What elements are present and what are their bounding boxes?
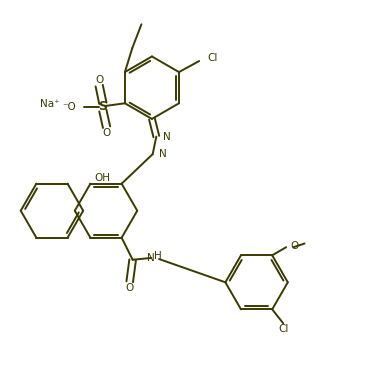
Text: O: O bbox=[125, 283, 134, 293]
Text: OH: OH bbox=[95, 173, 111, 183]
Text: N: N bbox=[163, 131, 171, 142]
Text: Cl: Cl bbox=[207, 53, 218, 63]
Text: O: O bbox=[290, 241, 299, 251]
Text: N: N bbox=[159, 149, 167, 159]
Text: Na⁺: Na⁺ bbox=[40, 99, 60, 109]
Text: N: N bbox=[147, 253, 155, 263]
Text: H: H bbox=[154, 251, 162, 261]
Text: O: O bbox=[95, 75, 103, 85]
Text: Cl: Cl bbox=[279, 324, 289, 334]
Text: O: O bbox=[102, 128, 111, 138]
Text: ⁻O: ⁻O bbox=[63, 102, 76, 112]
Text: S: S bbox=[98, 101, 107, 114]
